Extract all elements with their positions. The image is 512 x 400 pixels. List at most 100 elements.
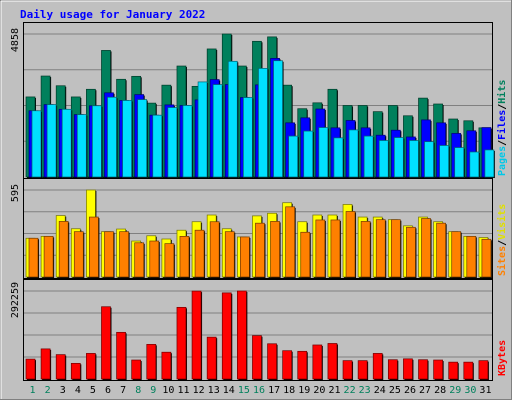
day-label-8: 8	[135, 385, 141, 396]
legend-hits: Hits	[496, 80, 508, 104]
visits-panel	[23, 178, 493, 279]
requests-pages-bar	[484, 149, 495, 178]
kbytes-kbytes-bar	[237, 290, 247, 380]
kbytes-legend: KBytes	[497, 340, 508, 376]
kbytes-kbytes-bar	[282, 350, 292, 380]
requests-pages-bar	[31, 110, 42, 178]
svg-text:Sites/Visits: Sites/Visits	[496, 204, 508, 276]
requests-pages-bar	[424, 141, 434, 178]
day-label-15: 15	[238, 385, 250, 396]
day-label-3: 3	[60, 385, 66, 396]
visits-sites-bar	[375, 219, 386, 278]
day-label-5: 5	[90, 385, 96, 396]
day-label-26: 26	[404, 385, 416, 396]
kbytes-kbytes-bar	[297, 350, 308, 380]
visits-sites-bar	[451, 231, 462, 278]
kbytes-kbytes-bar	[478, 360, 489, 380]
day-label-11: 11	[177, 385, 189, 396]
requests-pages-bar	[167, 107, 178, 178]
requests-pages-bar	[182, 105, 193, 178]
legend-sites: Sites	[496, 246, 508, 276]
kbytes-kbytes-bar	[25, 358, 36, 380]
requests-pages-bar	[378, 140, 389, 178]
visits-sites-bar	[28, 237, 39, 278]
kbytes-kbytes-bar	[252, 335, 262, 380]
kbytes-kbytes-bar	[312, 344, 323, 380]
kbytes-kbytes-bar	[116, 331, 126, 380]
kbytes-kbytes-bar	[403, 358, 413, 380]
visits-sites-bar	[345, 211, 356, 278]
requests-pages-bar	[227, 60, 238, 178]
requests-pages-bar	[107, 96, 117, 178]
requests-pages-bar	[333, 137, 344, 178]
visits-sites-bar	[149, 240, 160, 278]
day-label-16: 16	[253, 385, 265, 396]
requests-pages-bar	[243, 97, 253, 178]
requests-legend: Pages/Files/Hits	[496, 80, 508, 176]
day-label-21: 21	[328, 385, 340, 396]
chart-title: Daily usage for January 2022	[20, 8, 205, 21]
visits-sites-bar	[58, 221, 69, 278]
day-label-18: 18	[283, 385, 295, 396]
visits-sites-bar	[421, 218, 431, 278]
kbytes-kbytes-bar	[372, 353, 383, 380]
kbytes-kbytes-bar	[327, 343, 338, 380]
requests-pages-bar	[152, 114, 163, 178]
visits-sites-bar	[360, 221, 371, 278]
legend-kbytes: KBytes	[497, 340, 508, 376]
visits-sites-bar	[436, 222, 446, 278]
visits-sites-bar	[466, 236, 477, 278]
visits-sites-bar	[300, 231, 311, 278]
day-label-6: 6	[105, 385, 111, 396]
requests-pages-bar	[92, 105, 102, 178]
requests-pages-bar	[273, 60, 283, 178]
day-label-24: 24	[374, 385, 386, 396]
visits-max-label: 595	[10, 184, 21, 202]
day-label-22: 22	[344, 385, 356, 396]
visits-sites-bar	[194, 229, 205, 278]
visits-sites-bar	[134, 242, 145, 278]
kbytes-kbytes-bar	[101, 306, 111, 380]
requests-pages-bar	[212, 84, 223, 178]
visits-sites-bar	[330, 219, 341, 278]
kbytes-kbytes-bar	[176, 306, 187, 380]
visits-sites-bar	[240, 236, 250, 278]
kbytes-kbytes-bar	[40, 348, 51, 380]
requests-pages-bar	[469, 151, 480, 178]
day-label-9: 9	[150, 385, 156, 396]
requests-pages-bar	[258, 68, 268, 178]
requests-pages-bar	[303, 130, 314, 178]
requests-pages-bar	[61, 108, 72, 178]
visits-sites-bar	[119, 231, 129, 278]
visits-sites-bar	[209, 221, 220, 278]
requests-pages-bar	[348, 129, 359, 178]
kbytes-kbytes-bar	[146, 344, 157, 380]
day-label-20: 20	[313, 385, 325, 396]
kbytes-kbytes-bar	[86, 353, 96, 380]
kbytes-kbytes-bar	[342, 360, 353, 380]
day-label-19: 19	[298, 385, 310, 396]
kbytes-kbytes-bar	[131, 359, 142, 380]
visits-sites-bar	[255, 222, 265, 278]
requests-pages-bar	[288, 135, 298, 178]
requests-pages-bar	[393, 137, 404, 178]
kbytes-max-label: 292259	[10, 282, 21, 318]
requests-pages-bar	[409, 140, 419, 178]
day-label-10: 10	[162, 385, 174, 396]
day-label-14: 14	[223, 385, 235, 396]
visits-sites-bar	[179, 236, 190, 278]
day-label-13: 13	[208, 385, 220, 396]
visits-sites-bar	[43, 236, 54, 278]
kbytes-kbytes-bar	[448, 361, 459, 380]
day-label-30: 30	[464, 385, 476, 396]
requests-pages-bar	[363, 135, 374, 178]
kbytes-kbytes-bar	[418, 359, 428, 380]
visits-sites-bar	[315, 219, 326, 278]
svg-text:Pages/Files/Hits: Pages/Files/Hits	[496, 80, 508, 176]
visits-sites-bar	[406, 226, 416, 278]
day-label-28: 28	[434, 385, 446, 396]
requests-pages-bar	[318, 127, 329, 178]
visits-sites-bar	[481, 238, 492, 278]
visits-sites-bar	[270, 221, 280, 278]
